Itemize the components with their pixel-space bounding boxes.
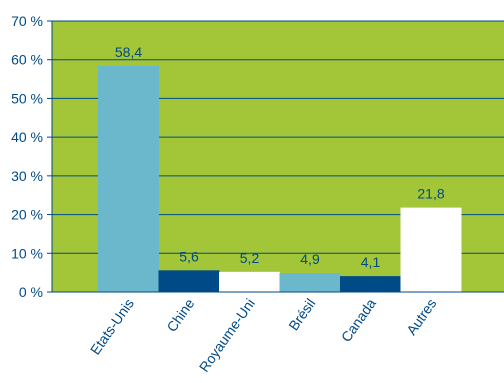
value-labels: 58,4 5,6 5,2 4,9 4,1 21,8 xyxy=(115,44,445,270)
bar-value-label: 5,2 xyxy=(240,250,260,266)
bars xyxy=(98,65,462,292)
y-tick-label: 10 % xyxy=(11,245,43,261)
bar xyxy=(400,207,462,292)
x-tick-label: Brésil xyxy=(285,296,318,334)
bar-value-label: 4,9 xyxy=(300,251,320,267)
x-tick-label: Canada xyxy=(338,295,379,345)
x-tick-label: Royaume-Uni xyxy=(196,296,258,375)
y-tick-label: 40 % xyxy=(11,129,43,145)
axes xyxy=(51,21,504,293)
x-tick-label: Chine xyxy=(163,295,197,334)
y-tick-label: 20 % xyxy=(11,207,43,223)
bar xyxy=(98,65,159,292)
y-tick-label: 60 % xyxy=(11,52,43,68)
bar-value-label: 58,4 xyxy=(115,44,142,60)
bar xyxy=(279,273,341,292)
bar-value-label: 21,8 xyxy=(417,186,444,202)
y-tick-label: 0 % xyxy=(19,284,43,300)
bar-value-label: 5,6 xyxy=(179,248,199,264)
x-tick-label: Autres xyxy=(403,296,439,338)
x-tick-label: Etats-Unis xyxy=(87,296,137,358)
y-tick-label: 50 % xyxy=(11,90,43,106)
y-tick-label: 30 % xyxy=(11,168,43,184)
y-tick-label: 70 % xyxy=(11,13,43,29)
y-tick-labels: 0 % 10 % 20 % 30 % 40 % 50 % 60 % 70 % xyxy=(11,13,43,300)
bar xyxy=(340,276,401,292)
bar xyxy=(158,270,220,292)
bar-value-label: 4,1 xyxy=(361,254,381,270)
bar xyxy=(219,271,280,292)
